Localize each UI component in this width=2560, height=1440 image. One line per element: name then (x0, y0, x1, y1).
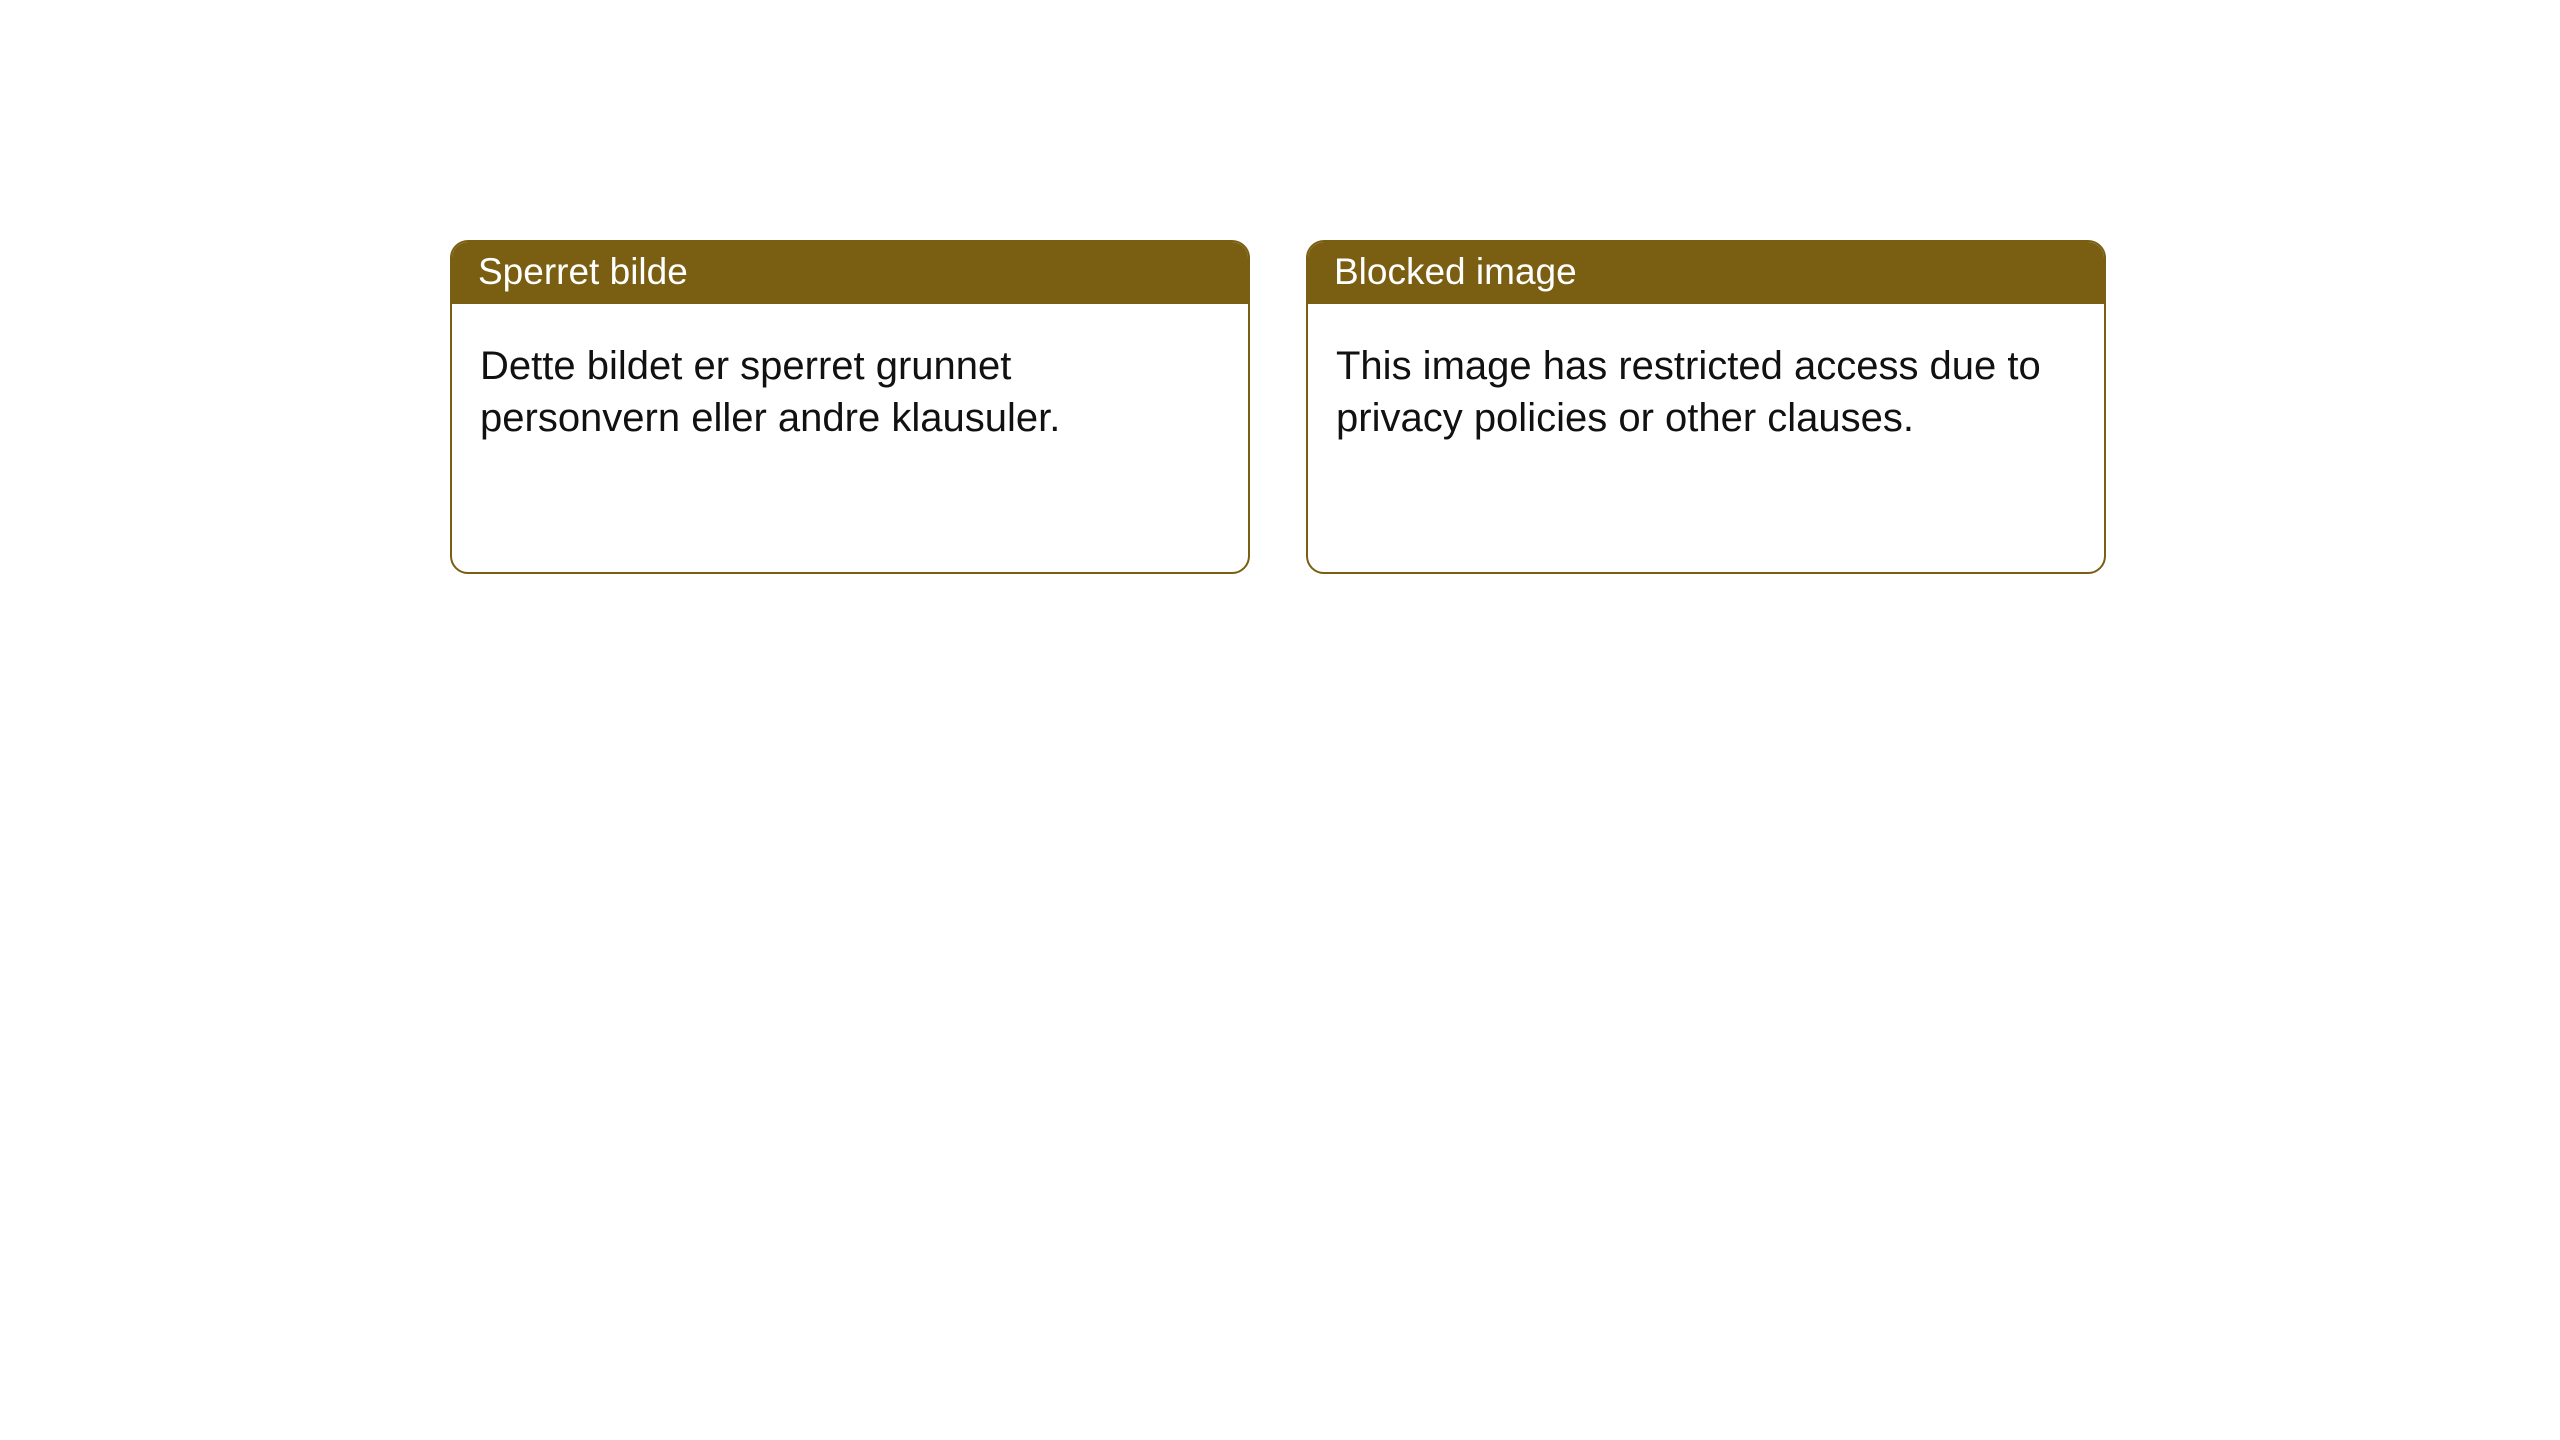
notice-container: Sperret bilde Dette bildet er sperret gr… (0, 0, 2560, 574)
notice-body: This image has restricted access due to … (1308, 304, 2104, 472)
notice-card-english: Blocked image This image has restricted … (1306, 240, 2106, 574)
notice-title: Blocked image (1308, 242, 2104, 304)
notice-title: Sperret bilde (452, 242, 1248, 304)
notice-card-norwegian: Sperret bilde Dette bildet er sperret gr… (450, 240, 1250, 574)
notice-body: Dette bildet er sperret grunnet personve… (452, 304, 1248, 472)
